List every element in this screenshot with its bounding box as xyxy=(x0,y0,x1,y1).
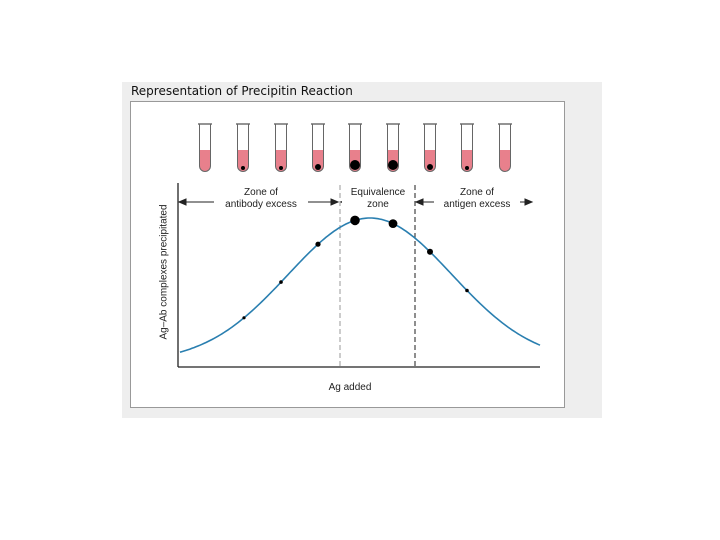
test-tube xyxy=(274,123,288,172)
tube-glass xyxy=(499,124,511,172)
zone-label-equivalence-line1: Equivalence xyxy=(350,187,406,198)
tube-glass xyxy=(312,124,324,172)
test-tube xyxy=(311,123,325,172)
test-tube xyxy=(348,123,362,172)
zone-label-antibody-excess: Zone of antibody excess xyxy=(214,187,308,211)
zone-label-antibody-line1: Zone of xyxy=(244,187,278,198)
precipitation-curve xyxy=(179,217,541,353)
tube-precipitate xyxy=(279,166,283,170)
curve-point xyxy=(242,316,246,320)
curve-point xyxy=(350,215,360,226)
zone-label-antigen-line2: antigen excess xyxy=(443,199,511,210)
zone-label-antigen-excess: Zone of antigen excess xyxy=(434,187,520,211)
zone-label-equivalence-line2: zone xyxy=(367,199,389,210)
tube-precipitate xyxy=(388,160,398,170)
tube-precipitate xyxy=(241,166,245,170)
tube-precipitate xyxy=(427,164,433,170)
test-tube xyxy=(423,123,437,172)
test-tube xyxy=(498,123,512,172)
tube-fluid xyxy=(237,150,249,172)
tube-glass xyxy=(461,124,473,172)
test-tube xyxy=(236,123,250,172)
figure-title: Representation of Precipitin Reaction xyxy=(131,84,353,98)
curve-point xyxy=(427,248,433,255)
x-axis-label: Ag added xyxy=(328,382,372,393)
tube-fluid xyxy=(275,150,287,172)
tube-glass xyxy=(237,124,249,172)
tube-precipitate xyxy=(350,160,360,170)
test-tube xyxy=(460,123,474,172)
tube-fluid xyxy=(499,150,511,172)
tube-precipitate xyxy=(465,166,469,170)
tube-glass xyxy=(349,124,361,172)
tube-glass xyxy=(424,124,436,172)
tube-fluid xyxy=(461,150,473,172)
test-tubes xyxy=(198,123,512,172)
tube-glass xyxy=(199,124,211,172)
curve-point xyxy=(279,280,283,284)
tube-glass xyxy=(275,124,287,172)
test-tube xyxy=(386,123,400,172)
zone-label-equivalence: Equivalence zone xyxy=(342,187,414,211)
zone-label-antibody-line2: antibody excess xyxy=(225,199,297,210)
y-axis-label: Ag–Ab complexes precipitated xyxy=(158,204,170,340)
tube-precipitate xyxy=(315,164,321,170)
zone-label-antigen-line1: Zone of xyxy=(460,187,494,198)
curve-points xyxy=(242,215,469,320)
curve-point xyxy=(315,241,321,247)
curve-point xyxy=(465,288,469,293)
test-tube xyxy=(198,123,212,172)
tube-fluid xyxy=(199,150,211,172)
curve-point xyxy=(388,219,398,229)
tube-glass xyxy=(387,124,399,172)
